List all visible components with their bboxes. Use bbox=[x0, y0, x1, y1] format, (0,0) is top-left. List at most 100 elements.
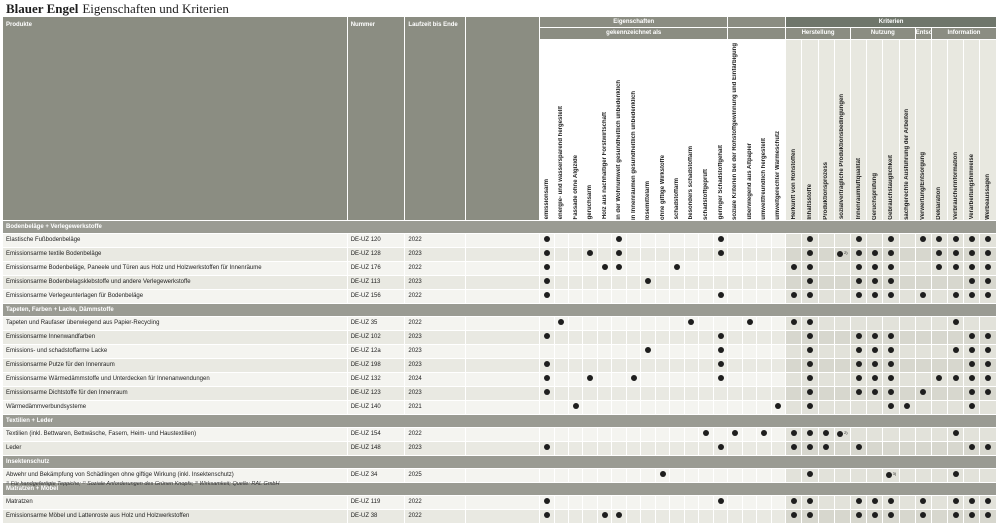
criteria-cell bbox=[669, 289, 685, 304]
col-header-criterion-label: Verbraucherinformation bbox=[952, 151, 959, 220]
criteria-cell bbox=[698, 316, 714, 331]
criteria-cell bbox=[818, 275, 835, 290]
criteria-cell bbox=[698, 372, 714, 387]
criteria-dot bbox=[717, 444, 724, 451]
table-row: Leder DE-UZ 148 2023 bbox=[3, 441, 997, 456]
spacer-cell bbox=[465, 468, 541, 483]
criteria-cell bbox=[727, 247, 743, 262]
criteria-cell bbox=[756, 509, 772, 524]
col-header-criterion-label: emissionsarm bbox=[543, 179, 550, 220]
criteria-cell bbox=[597, 427, 613, 442]
criteria-table: Produkte Nummer Laufzeit bis Ende Eigens… bbox=[3, 17, 998, 524]
criteria-cell bbox=[931, 495, 949, 510]
criteria-cell bbox=[756, 261, 772, 276]
criteria-dot bbox=[855, 498, 862, 505]
criteria-cell bbox=[713, 275, 729, 290]
criteria-cell bbox=[742, 247, 758, 262]
criteria-cell bbox=[640, 468, 656, 483]
criteria-dot bbox=[885, 471, 892, 478]
col-header-criterion: besonders schadstoffarm bbox=[684, 39, 700, 221]
criteria-dot bbox=[920, 389, 927, 396]
table-row: Emissionsarme Verlegeunterlagen für Bode… bbox=[3, 289, 997, 304]
criteria-cell bbox=[568, 233, 584, 248]
criteria-cell bbox=[727, 441, 743, 456]
criteria-cell bbox=[539, 468, 555, 483]
criteria-dot bbox=[717, 292, 724, 299]
criteria-dot bbox=[855, 292, 862, 299]
criteria-cell bbox=[684, 358, 700, 373]
criteria-cell bbox=[640, 509, 656, 524]
criteria-dot bbox=[790, 444, 797, 451]
criteria-dot bbox=[806, 471, 813, 478]
col-header-criterion: Herkunft von Rohstoffen bbox=[785, 39, 803, 221]
criteria-cell: 3) bbox=[882, 468, 900, 483]
criteria-cell bbox=[850, 344, 868, 359]
criteria-dot bbox=[871, 264, 878, 271]
product-name: Emissions- und schadstoffarme Lacke bbox=[3, 344, 348, 359]
criteria-cell bbox=[554, 386, 570, 401]
criteria-cell bbox=[539, 344, 555, 359]
criteria-dot bbox=[558, 319, 565, 326]
criteria-dot bbox=[855, 264, 862, 271]
criteria-cell bbox=[554, 509, 570, 524]
criteria-dot bbox=[688, 319, 695, 326]
criteria-dot bbox=[543, 250, 550, 257]
criteria-cell bbox=[931, 344, 949, 359]
criteria-cell bbox=[882, 358, 900, 373]
page-subtitle: Eigenschaften und Kriterien bbox=[82, 1, 229, 16]
criteria-dot bbox=[887, 250, 894, 257]
criteria-dot bbox=[952, 236, 959, 243]
product-name: Matratzen bbox=[3, 495, 348, 510]
criteria-cell bbox=[655, 509, 671, 524]
criteria-cell bbox=[684, 441, 700, 456]
criteria-cell bbox=[684, 289, 700, 304]
criteria-dot bbox=[659, 471, 666, 478]
criteria-cell bbox=[834, 400, 851, 415]
criteria-cell bbox=[684, 316, 700, 331]
criteria-cell bbox=[582, 247, 598, 262]
col-header-criterion: lösemittelarm bbox=[640, 39, 656, 221]
criteria-cell bbox=[963, 330, 981, 345]
criteria-dot bbox=[806, 236, 813, 243]
criteria-dot bbox=[952, 250, 959, 257]
criteria-cell bbox=[771, 247, 787, 262]
criteria-cell bbox=[931, 427, 949, 442]
criteria-cell bbox=[947, 386, 965, 401]
col-header-criterion-label: schadstoffgeprüft bbox=[702, 168, 709, 220]
criteria-cell bbox=[931, 275, 949, 290]
criteria-dot bbox=[543, 292, 550, 299]
criteria-cell bbox=[818, 400, 835, 415]
criteria-cell bbox=[979, 441, 997, 456]
col-header-criterion: soziale Kriterien bei der Rohstoffgewinn… bbox=[727, 39, 743, 221]
criteria-cell bbox=[568, 509, 584, 524]
criteria-cell bbox=[626, 468, 642, 483]
criteria-cell bbox=[756, 358, 772, 373]
criteria-cell bbox=[947, 275, 965, 290]
criteria-dot bbox=[806, 430, 813, 437]
criteria-cell bbox=[979, 344, 997, 359]
criteria-cell bbox=[915, 247, 932, 262]
criteria-cell bbox=[899, 330, 916, 345]
criteria-cell bbox=[582, 275, 598, 290]
criteria-cell bbox=[915, 372, 932, 387]
criteria-dot bbox=[871, 498, 878, 505]
criteria-cell bbox=[850, 289, 868, 304]
criteria-dot bbox=[572, 403, 579, 410]
col-header-criterion: überwiegend aus Altpapier bbox=[742, 39, 758, 221]
criteria-cell bbox=[866, 427, 884, 442]
criteria-cell bbox=[727, 261, 743, 276]
criteria-cell bbox=[785, 344, 803, 359]
criteria-cell bbox=[568, 386, 584, 401]
criteria-cell bbox=[626, 330, 642, 345]
criteria-cell bbox=[611, 233, 627, 248]
criteria-cell bbox=[771, 233, 787, 248]
criteria-cell bbox=[915, 400, 932, 415]
criteria-cell bbox=[713, 427, 729, 442]
criteria-cell bbox=[801, 275, 819, 290]
criteria-cell bbox=[640, 372, 656, 387]
criteria-cell bbox=[713, 233, 729, 248]
criteria-cell bbox=[568, 372, 584, 387]
criteria-cell bbox=[539, 275, 555, 290]
criteria-cell bbox=[834, 316, 851, 331]
col-header-criterion-label: umweltgerechter Wärmeschutz bbox=[775, 130, 782, 220]
